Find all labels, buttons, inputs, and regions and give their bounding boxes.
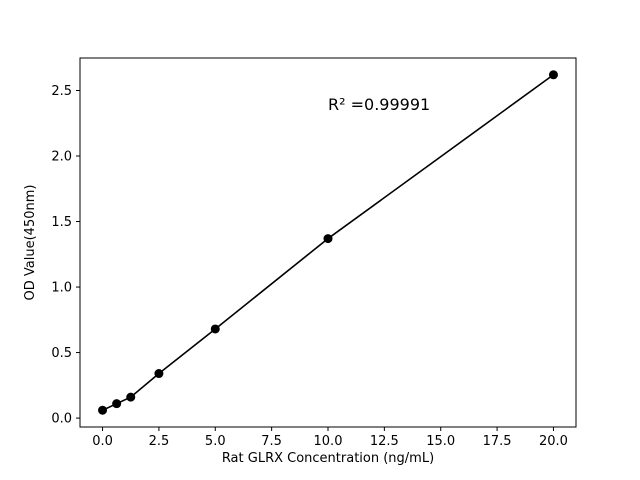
data-point [112, 399, 122, 409]
x-tick-label: 2.5 [149, 434, 170, 449]
data-point [126, 392, 136, 402]
x-tick-label: 20.0 [539, 434, 568, 449]
x-axis-label: Rat GLRX Concentration (ng/mL) [222, 451, 434, 466]
x-tick-label: 17.5 [483, 434, 512, 449]
data-point [210, 324, 220, 334]
y-tick-label: 2.0 [51, 150, 72, 165]
x-tick-label: 7.5 [261, 434, 282, 449]
x-tick-label: 10.0 [314, 434, 343, 449]
x-tick-label: 15.0 [426, 434, 455, 449]
data-point [548, 70, 558, 80]
x-tick-label: 12.5 [370, 434, 399, 449]
y-tick-label: 0.5 [51, 346, 72, 361]
x-tick-label: 0.0 [92, 434, 113, 449]
r-squared-annotation: R² =0.99991 [328, 95, 430, 114]
x-tick-label: 5.0 [205, 434, 226, 449]
data-point [154, 369, 164, 379]
y-axis-label: OD Value(450nm) [23, 185, 38, 301]
data-point [323, 234, 333, 244]
y-tick-label: 0.0 [51, 412, 72, 427]
y-tick-label: 1.5 [51, 215, 72, 230]
y-tick-label: 1.0 [51, 281, 72, 296]
y-tick-label: 2.5 [51, 84, 72, 99]
data-point [98, 405, 108, 415]
